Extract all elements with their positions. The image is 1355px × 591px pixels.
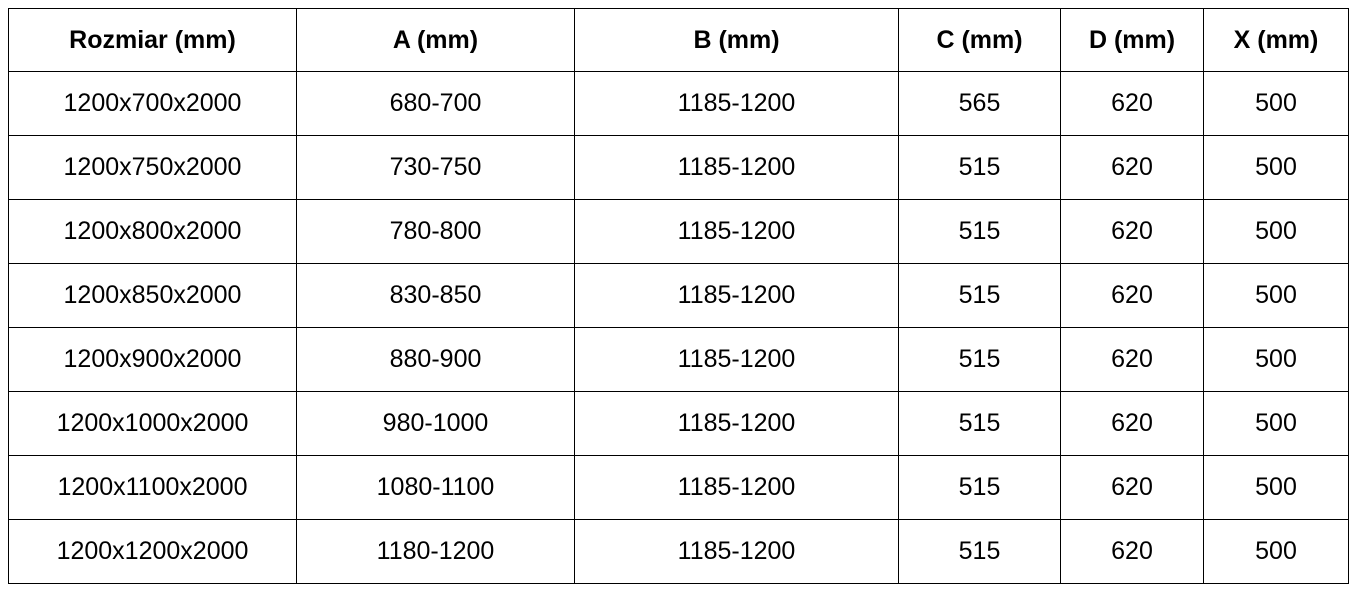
cell-b: 1185-1200: [574, 263, 899, 328]
cell-d: 620: [1060, 519, 1204, 584]
header-a: A (mm): [296, 8, 575, 72]
cell-x: 500: [1203, 327, 1349, 392]
cell-x: 500: [1203, 263, 1349, 328]
cell-a: 1180-1200: [296, 519, 575, 584]
table-row: 1200x1000x2000 980-1000 1185-1200 515 620 500: [8, 391, 1349, 456]
header-x: X (mm): [1203, 8, 1349, 72]
cell-d: 620: [1060, 135, 1204, 200]
cell-c: 565: [898, 71, 1061, 136]
cell-x: 500: [1203, 455, 1349, 520]
table-row: 1200x850x2000 830-850 1185-1200 515 620 500: [8, 263, 1349, 328]
header-b: B (mm): [574, 8, 899, 72]
cell-d: 620: [1060, 327, 1204, 392]
cell-a: 830-850: [296, 263, 575, 328]
table-row: 1200x750x2000 730-750 1185-1200 515 620 500: [8, 135, 1349, 200]
cell-b: 1185-1200: [574, 327, 899, 392]
cell-d: 620: [1060, 263, 1204, 328]
table-row: 1200x1100x2000 1080-1100 1185-1200 515 620 50…: [8, 455, 1349, 520]
cell-c: 515: [898, 519, 1061, 584]
cell-d: 620: [1060, 391, 1204, 456]
cell-c: 515: [898, 327, 1061, 392]
cell-size: 1200x1000x2000: [8, 391, 297, 456]
cell-c: 515: [898, 455, 1061, 520]
cell-size: 1200x1200x2000: [8, 519, 297, 584]
cell-x: 500: [1203, 71, 1349, 136]
header-c: C (mm): [898, 8, 1061, 72]
cell-b: 1185-1200: [574, 71, 899, 136]
header-d: D (mm): [1060, 8, 1204, 72]
cell-c: 515: [898, 391, 1061, 456]
header-row: Rozmiar (mm) A (mm) B (mm) C (mm) D (mm)…: [8, 8, 1349, 72]
cell-b: 1185-1200: [574, 135, 899, 200]
cell-a: 1080-1100: [296, 455, 575, 520]
cell-a: 730-750: [296, 135, 575, 200]
cell-size: 1200x700x2000: [8, 71, 297, 136]
table-row: 1200x800x2000 780-800 1185-1200 515 620 500: [8, 199, 1349, 264]
cell-size: 1200x800x2000: [8, 199, 297, 264]
cell-b: 1185-1200: [574, 199, 899, 264]
cell-c: 515: [898, 199, 1061, 264]
cell-size: 1200x900x2000: [8, 327, 297, 392]
cell-d: 620: [1060, 199, 1204, 264]
cell-d: 620: [1060, 455, 1204, 520]
table-row: 1200x1200x2000 1180-1200 1185-1200 515 620 50…: [8, 519, 1349, 584]
cell-a: 780-800: [296, 199, 575, 264]
cell-d: 620: [1060, 71, 1204, 136]
header-size: Rozmiar (mm): [8, 8, 297, 72]
cell-b: 1185-1200: [574, 455, 899, 520]
cell-size: 1200x850x2000: [8, 263, 297, 328]
cell-b: 1185-1200: [574, 391, 899, 456]
table-row: 1200x700x2000 680-700 1185-1200 565 620 500: [8, 71, 1349, 136]
cell-size: 1200x750x2000: [8, 135, 297, 200]
cell-c: 515: [898, 135, 1061, 200]
dimensions-table: Rozmiar (mm) A (mm) B (mm) C (mm) D (mm)…: [8, 8, 1349, 584]
cell-x: 500: [1203, 135, 1349, 200]
cell-a: 880-900: [296, 327, 575, 392]
cell-x: 500: [1203, 199, 1349, 264]
cell-x: 500: [1203, 519, 1349, 584]
cell-a: 680-700: [296, 71, 575, 136]
cell-c: 515: [898, 263, 1061, 328]
cell-a: 980-1000: [296, 391, 575, 456]
cell-b: 1185-1200: [574, 519, 899, 584]
cell-x: 500: [1203, 391, 1349, 456]
cell-size: 1200x1100x2000: [8, 455, 297, 520]
table-row: 1200x900x2000 880-900 1185-1200 515 620 500: [8, 327, 1349, 392]
